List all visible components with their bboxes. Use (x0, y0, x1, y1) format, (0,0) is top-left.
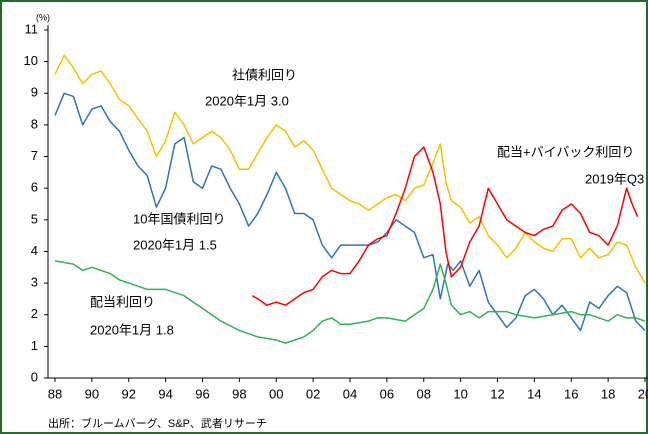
annotation: 配当+バイバック利回り (497, 144, 634, 159)
x-tick-label: 08 (417, 386, 431, 401)
series-line (54, 260, 646, 344)
x-tick-label: 06 (380, 386, 394, 401)
series-line (54, 54, 646, 284)
unit-label: (%) (36, 12, 50, 22)
y-tick-label: 2 (31, 306, 38, 321)
x-tick-label: 98 (232, 386, 246, 401)
annotation: 2020年1月 1.8 (90, 322, 174, 337)
x-tick-label: 14 (527, 386, 541, 401)
y-tick-label: 8 (31, 116, 38, 131)
x-tick-label: 00 (269, 386, 283, 401)
y-tick-label: 11 (25, 21, 39, 36)
annotation: 2020年1月 3.0 (205, 93, 289, 108)
x-tick-label: 10 (453, 386, 467, 401)
x-tick-label: 96 (195, 386, 209, 401)
annotation: 社債利回り (232, 67, 297, 82)
annotation: 2020年1月 1.5 (133, 237, 217, 252)
y-tick-label: 9 (31, 85, 38, 100)
x-tick-label: 88 (48, 386, 62, 401)
y-tick-label: 4 (31, 243, 38, 258)
x-tick-label: 20 (638, 386, 648, 401)
x-tick-label: 04 (343, 386, 357, 401)
y-tick-label: 5 (31, 211, 38, 226)
x-tick-label: 12 (490, 386, 504, 401)
y-tick-label: 6 (31, 180, 38, 195)
y-tick-label: 1 (31, 338, 38, 353)
x-tick-label: 02 (306, 386, 320, 401)
annotation: 2019年Q3 5. (585, 171, 648, 186)
x-tick-label: 18 (601, 386, 615, 401)
x-tick-label: 92 (122, 386, 136, 401)
x-tick-label: 90 (85, 386, 99, 401)
series-line (251, 146, 639, 306)
source: 出所：ブルームバーグ、S&P、武者リサーチ (48, 416, 267, 430)
annotation: 配当利回り (90, 294, 155, 309)
y-tick-label: 3 (31, 275, 38, 290)
x-tick-label: 94 (158, 386, 172, 401)
series-line (54, 92, 646, 332)
y-tick-label: 7 (31, 148, 38, 163)
x-tick-label: 16 (564, 386, 578, 401)
annotation: 10年国債利回り (133, 211, 225, 226)
y-tick-label: 0 (31, 369, 38, 384)
y-tick-label: 10 (24, 53, 38, 68)
